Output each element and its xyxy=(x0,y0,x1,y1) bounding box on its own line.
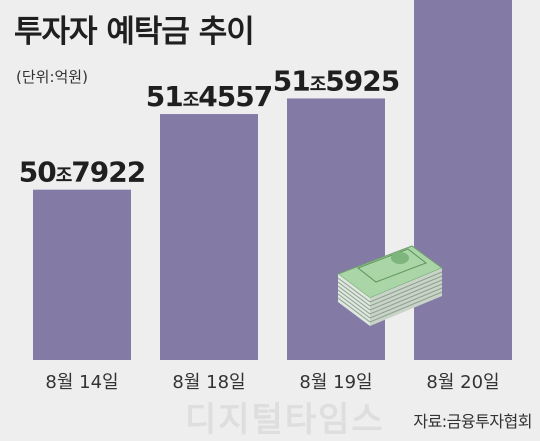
value-labels-layer: 50조792251조455751조592552조6393 xyxy=(19,64,400,189)
chart-title: 투자자 예탁금 추이 xyxy=(14,14,255,50)
category-label-4: 8월 20일 xyxy=(426,372,499,393)
value-label-3: 51조5925 xyxy=(273,64,399,97)
watermark: 디지털타임스 xyxy=(185,400,385,440)
value-label-2: 51조4557 xyxy=(146,80,272,113)
category-labels-layer: 8월 14일 8월 18일 8월 19일 8월 20일 xyxy=(45,372,499,393)
category-label-1: 8월 14일 xyxy=(45,372,118,393)
value-label-1: 50조7922 xyxy=(19,156,145,189)
bar-2 xyxy=(160,114,258,360)
source-note: 자료:금융투자협회 xyxy=(413,412,532,431)
category-label-2: 8월 18일 xyxy=(172,372,245,393)
unit-note: (단위:억원) xyxy=(16,68,88,86)
bar-1 xyxy=(33,189,131,360)
category-label-3: 8월 19일 xyxy=(299,372,372,393)
money-stack-icon xyxy=(336,245,444,326)
